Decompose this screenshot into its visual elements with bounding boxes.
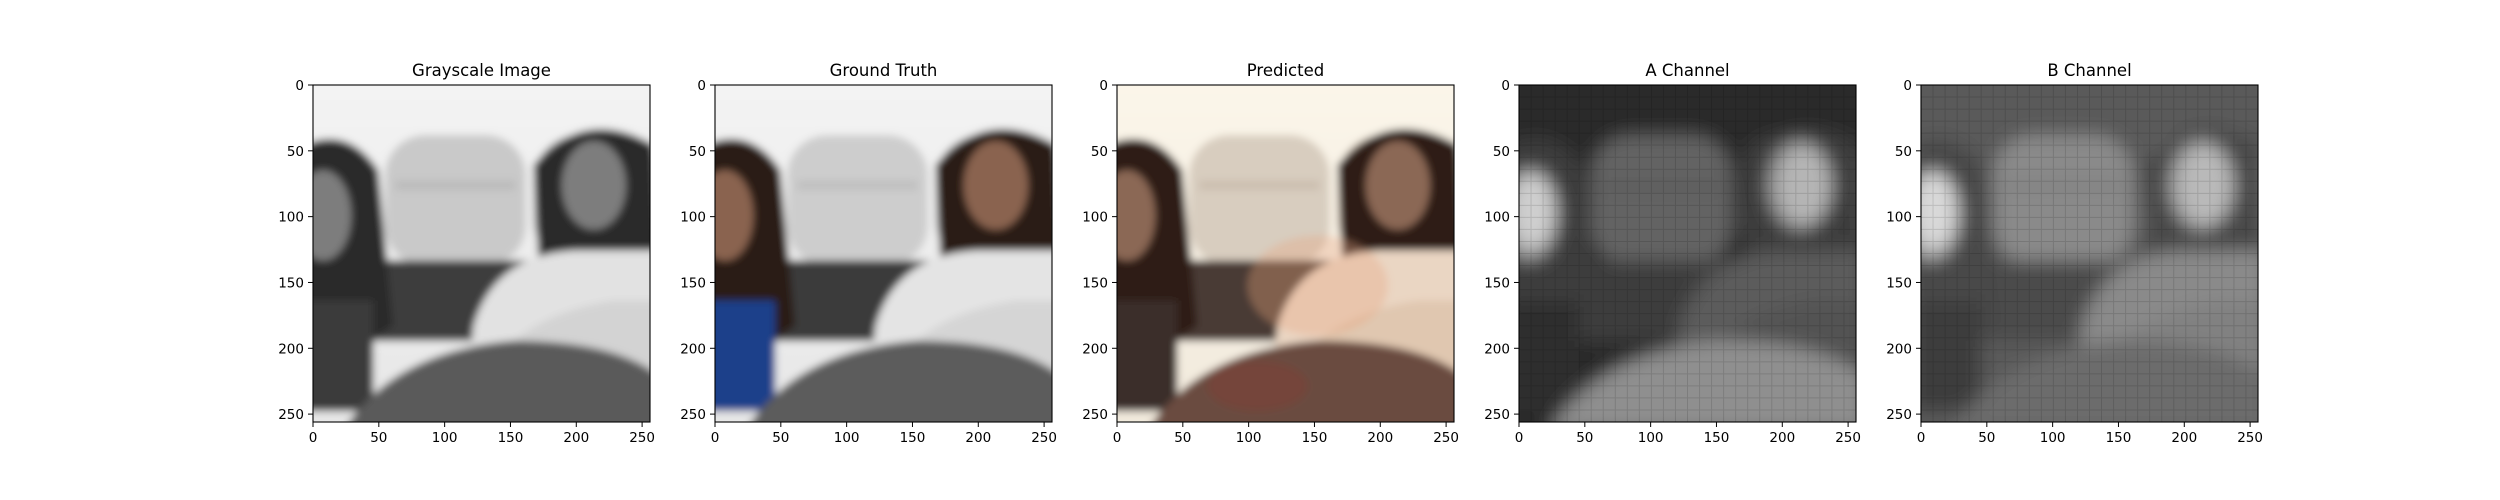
y-tick-label: 150 <box>1886 275 1912 291</box>
y-tick-label: 100 <box>278 210 304 226</box>
panel-truth: Ground Truth 0 50 100 150 200 250 0 50 100 150 200 2… <box>680 61 1057 446</box>
y-tick-label: 150 <box>278 275 304 291</box>
x-tick-label: 150 <box>1302 430 1328 446</box>
x-tick-label: 250 <box>1031 430 1057 446</box>
x-tick-label: 200 <box>2171 430 2197 446</box>
panel-title: Predicted <box>1247 61 1324 80</box>
x-tick-label: 0 <box>1515 430 1524 446</box>
x-tick-label: 250 <box>2237 430 2263 446</box>
axes-frame <box>1116 84 1455 423</box>
x-tick-label: 200 <box>563 430 589 446</box>
axes-frame <box>1920 84 2259 423</box>
y-tick-label: 0 <box>1501 78 1510 94</box>
image-chanA <box>1519 85 1856 422</box>
x-tick-label: 100 <box>432 430 458 446</box>
x-tick-label: 250 <box>1835 430 1861 446</box>
image-pred <box>1117 85 1454 422</box>
panel-chanB: B Channel 0 50 100 150 200 250 0 50 100 150 200 250 <box>1886 61 2263 446</box>
x-tick-label: 250 <box>1433 430 1459 446</box>
y-tick-label: 250 <box>1484 407 1510 423</box>
x-tick-label: 250 <box>629 430 655 446</box>
panel-gray: Grayscale Image 0 50 100 150 200 250 0 50 100 150 2… <box>278 61 655 446</box>
panel-title: A Channel <box>1645 61 1729 80</box>
x-tick-label: 100 <box>1236 430 1262 446</box>
x-tick-label: 200 <box>1367 430 1393 446</box>
x-tick-label: 150 <box>1704 430 1730 446</box>
y-tick-label: 150 <box>680 275 706 291</box>
x-tick-label: 0 <box>711 430 720 446</box>
x-tick-label: 50 <box>1174 430 1191 446</box>
y-tick-label: 250 <box>1886 407 1912 423</box>
y-tick-label: 200 <box>1082 341 1108 357</box>
x-tick-label: 200 <box>965 430 991 446</box>
y-tick-label: 50 <box>1493 144 1510 160</box>
x-tick-label: 0 <box>1113 430 1122 446</box>
y-tick-label: 100 <box>1886 210 1912 226</box>
y-tick-label: 0 <box>1099 78 1108 94</box>
y-tick-label: 0 <box>295 78 304 94</box>
panel-title: B Channel <box>2047 61 2131 80</box>
image-chanB <box>1921 85 2258 422</box>
x-tick-label: 50 <box>1576 430 1593 446</box>
panel-pred: Predicted 0 50 100 150 200 250 0 50 100 150 200 250 <box>1082 61 1459 446</box>
y-tick-label: 150 <box>1082 275 1108 291</box>
y-tick-label: 200 <box>680 341 706 357</box>
y-tick-label: 100 <box>680 210 706 226</box>
y-tick-label: 100 <box>1484 210 1510 226</box>
y-tick-label: 50 <box>689 144 706 160</box>
axes-frame <box>714 84 1053 423</box>
y-tick-label: 50 <box>1895 144 1912 160</box>
y-tick-label: 0 <box>1903 78 1912 94</box>
panel-chanA: A Channel 0 50 100 150 200 250 0 50 100 150 200 250 <box>1484 61 1861 446</box>
x-tick-label: 150 <box>2106 430 2132 446</box>
y-tick-label: 200 <box>1484 341 1510 357</box>
x-tick-label: 50 <box>370 430 387 446</box>
x-tick-label: 0 <box>309 430 318 446</box>
y-tick-label: 0 <box>697 78 706 94</box>
panel-title: Ground Truth <box>830 61 938 80</box>
axes-frame <box>312 84 651 423</box>
panel-title: Grayscale Image <box>412 61 551 80</box>
y-tick-label: 250 <box>1082 407 1108 423</box>
image-gray <box>313 85 650 422</box>
y-tick-label: 150 <box>1484 275 1510 291</box>
x-tick-label: 50 <box>772 430 789 446</box>
x-tick-label: 150 <box>498 430 524 446</box>
y-tick-label: 100 <box>1082 210 1108 226</box>
y-tick-label: 200 <box>1886 341 1912 357</box>
x-tick-label: 100 <box>1638 430 1664 446</box>
x-tick-label: 100 <box>834 430 860 446</box>
y-tick-label: 250 <box>278 407 304 423</box>
x-tick-label: 0 <box>1917 430 1926 446</box>
x-tick-label: 50 <box>1978 430 1995 446</box>
axes-frame <box>1518 84 1857 423</box>
y-tick-label: 50 <box>1091 144 1108 160</box>
image-truth <box>715 85 1052 422</box>
y-tick-label: 50 <box>287 144 304 160</box>
x-tick-label: 150 <box>900 430 926 446</box>
y-tick-label: 250 <box>680 407 706 423</box>
x-tick-label: 100 <box>2040 430 2066 446</box>
y-tick-label: 200 <box>278 341 304 357</box>
x-tick-label: 200 <box>1769 430 1795 446</box>
